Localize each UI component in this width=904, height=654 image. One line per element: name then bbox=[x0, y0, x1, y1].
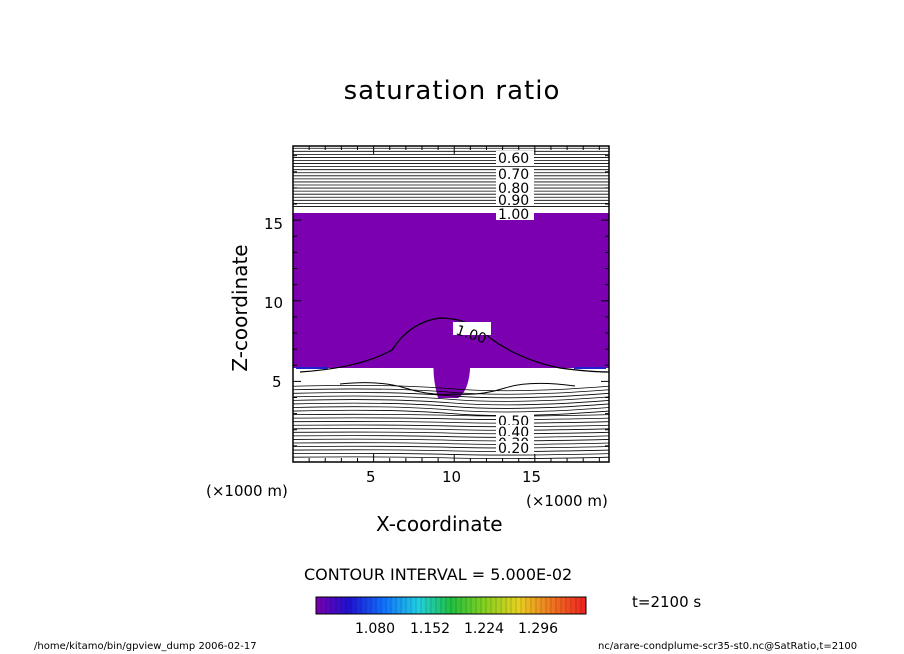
lower-contour-line bbox=[293, 452, 609, 456]
lower-contour-line bbox=[293, 428, 609, 431]
lower-contour-line bbox=[293, 424, 609, 428]
x-tick-label: 5 bbox=[366, 468, 376, 486]
contour-label: 0.70 bbox=[498, 167, 529, 183]
lower-contour-line bbox=[293, 445, 609, 449]
lower-contour-line bbox=[293, 442, 609, 445]
contour-label-bg bbox=[496, 167, 534, 180]
x-tick-label: 15 bbox=[522, 468, 542, 486]
colorbar-tick-marks bbox=[320, 597, 582, 614]
cloud-plume-cell bbox=[433, 330, 470, 398]
frame-ticks bbox=[293, 146, 609, 462]
colorbar-tick-label: 1.224 bbox=[464, 621, 505, 637]
contour-label-bg bbox=[496, 181, 534, 194]
contour-label-bg bbox=[453, 322, 491, 335]
chart-title: saturation ratio bbox=[343, 76, 561, 106]
contour-labels: 0.600.700.800.901.001.000.500.400.300.20 bbox=[453, 151, 534, 457]
lower-contour-line bbox=[293, 421, 609, 424]
upper-contour-lines bbox=[293, 147, 609, 207]
lower-contour-line bbox=[293, 409, 609, 416]
x-tick-label: 10 bbox=[442, 468, 462, 486]
lower-contour-line bbox=[293, 417, 609, 420]
lower-contour-line bbox=[293, 384, 609, 392]
contour-label: 0.20 bbox=[498, 441, 529, 457]
lower-contour-line bbox=[293, 402, 609, 409]
lower-contour-line bbox=[293, 438, 609, 442]
contour-label: 0.90 bbox=[498, 193, 529, 209]
lower-contour-line bbox=[293, 435, 609, 438]
lower-contour-line bbox=[293, 449, 609, 452]
lower-contour-line bbox=[293, 399, 609, 406]
colorbar-tick-label: 1.152 bbox=[410, 621, 451, 637]
contour-label-bg bbox=[496, 151, 534, 164]
contour-label-bg bbox=[496, 207, 534, 220]
contour-label-bg bbox=[496, 193, 534, 206]
footer-left: /home/kitamo/bin/gpview_dump 2006-02-17 bbox=[34, 641, 257, 652]
lower-contour-line bbox=[293, 395, 609, 402]
plot-frame bbox=[292, 145, 610, 463]
x-axis-label: X-coordinate bbox=[376, 512, 503, 536]
contour-label-bg bbox=[496, 425, 534, 438]
lower-contour-line bbox=[293, 388, 609, 395]
z-unit-label: (×1000 m) bbox=[526, 492, 608, 510]
lower-contour-line bbox=[293, 456, 609, 460]
lower-contour-line bbox=[293, 413, 609, 417]
contour-label: 0.60 bbox=[498, 151, 529, 167]
plume-region bbox=[293, 213, 609, 368]
cloud-base-contour bbox=[339, 382, 576, 395]
y-axis-label: Z-coordinate bbox=[228, 244, 252, 372]
x-unit-label: (×1000 m) bbox=[206, 482, 288, 500]
saturation-1-contour bbox=[299, 317, 609, 373]
colorbar-tick-label: 1.080 bbox=[355, 621, 396, 637]
lower-contour-lines bbox=[293, 384, 609, 460]
colorbar bbox=[315, 596, 587, 615]
contour-label: 1.00 bbox=[498, 207, 529, 223]
lower-contour-line bbox=[293, 431, 609, 435]
time-label: t=2100 s bbox=[632, 593, 702, 611]
colorbar-tick-label: 1.296 bbox=[518, 621, 559, 637]
contour-label-bg bbox=[496, 414, 534, 427]
lower-contour-line bbox=[293, 406, 609, 413]
footer-right: nc/arare-condplume-scr35-st0.nc@SatRatio… bbox=[598, 641, 858, 652]
contour-interval-label: CONTOUR INTERVAL = 5.000E-02 bbox=[304, 565, 573, 584]
y-tick-label: 15 bbox=[264, 215, 284, 233]
y-tick-label: 5 bbox=[272, 373, 282, 391]
contour-label-bg bbox=[496, 441, 534, 454]
lower-contour-line bbox=[293, 392, 609, 399]
y-tick-label: 10 bbox=[264, 294, 284, 312]
